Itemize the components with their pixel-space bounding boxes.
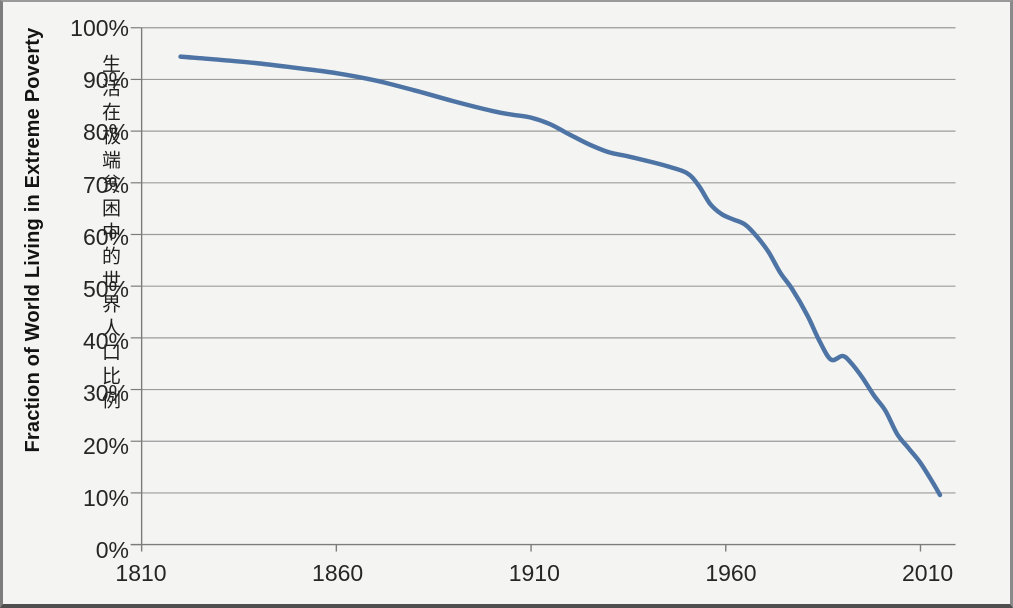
y-axis-title-chinese: 生活在极端贫困中的世界人口比例 — [99, 54, 120, 414]
y-tick-label-30: 30% — [82, 380, 129, 407]
x-tick-label-1960: 1960 — [705, 560, 757, 586]
y-tick-label-80: 80% — [82, 119, 129, 146]
y-tick-label-70: 70% — [82, 171, 129, 198]
poverty-line-series — [178, 54, 943, 498]
y-tick-label-60: 60% — [82, 223, 129, 250]
y-tick-label-20: 20% — [82, 432, 129, 459]
x-tick-label-1910: 1910 — [508, 560, 560, 586]
y-tick-label-10: 10% — [82, 484, 129, 511]
y-tick-label-40: 40% — [82, 328, 129, 355]
chart-canvas — [130, 27, 956, 552]
x-tick-label-1810: 1810 — [115, 560, 167, 586]
y-tick-label-100: 100% — [70, 15, 129, 41]
x-tick-label-1860: 1860 — [312, 560, 364, 586]
x-tick-label-2010: 2010 — [902, 560, 954, 586]
y-tick-label-0: 0% — [95, 537, 129, 563]
y-tick-label-90: 90% — [82, 67, 129, 94]
y-tick-label-50: 50% — [82, 276, 129, 302]
